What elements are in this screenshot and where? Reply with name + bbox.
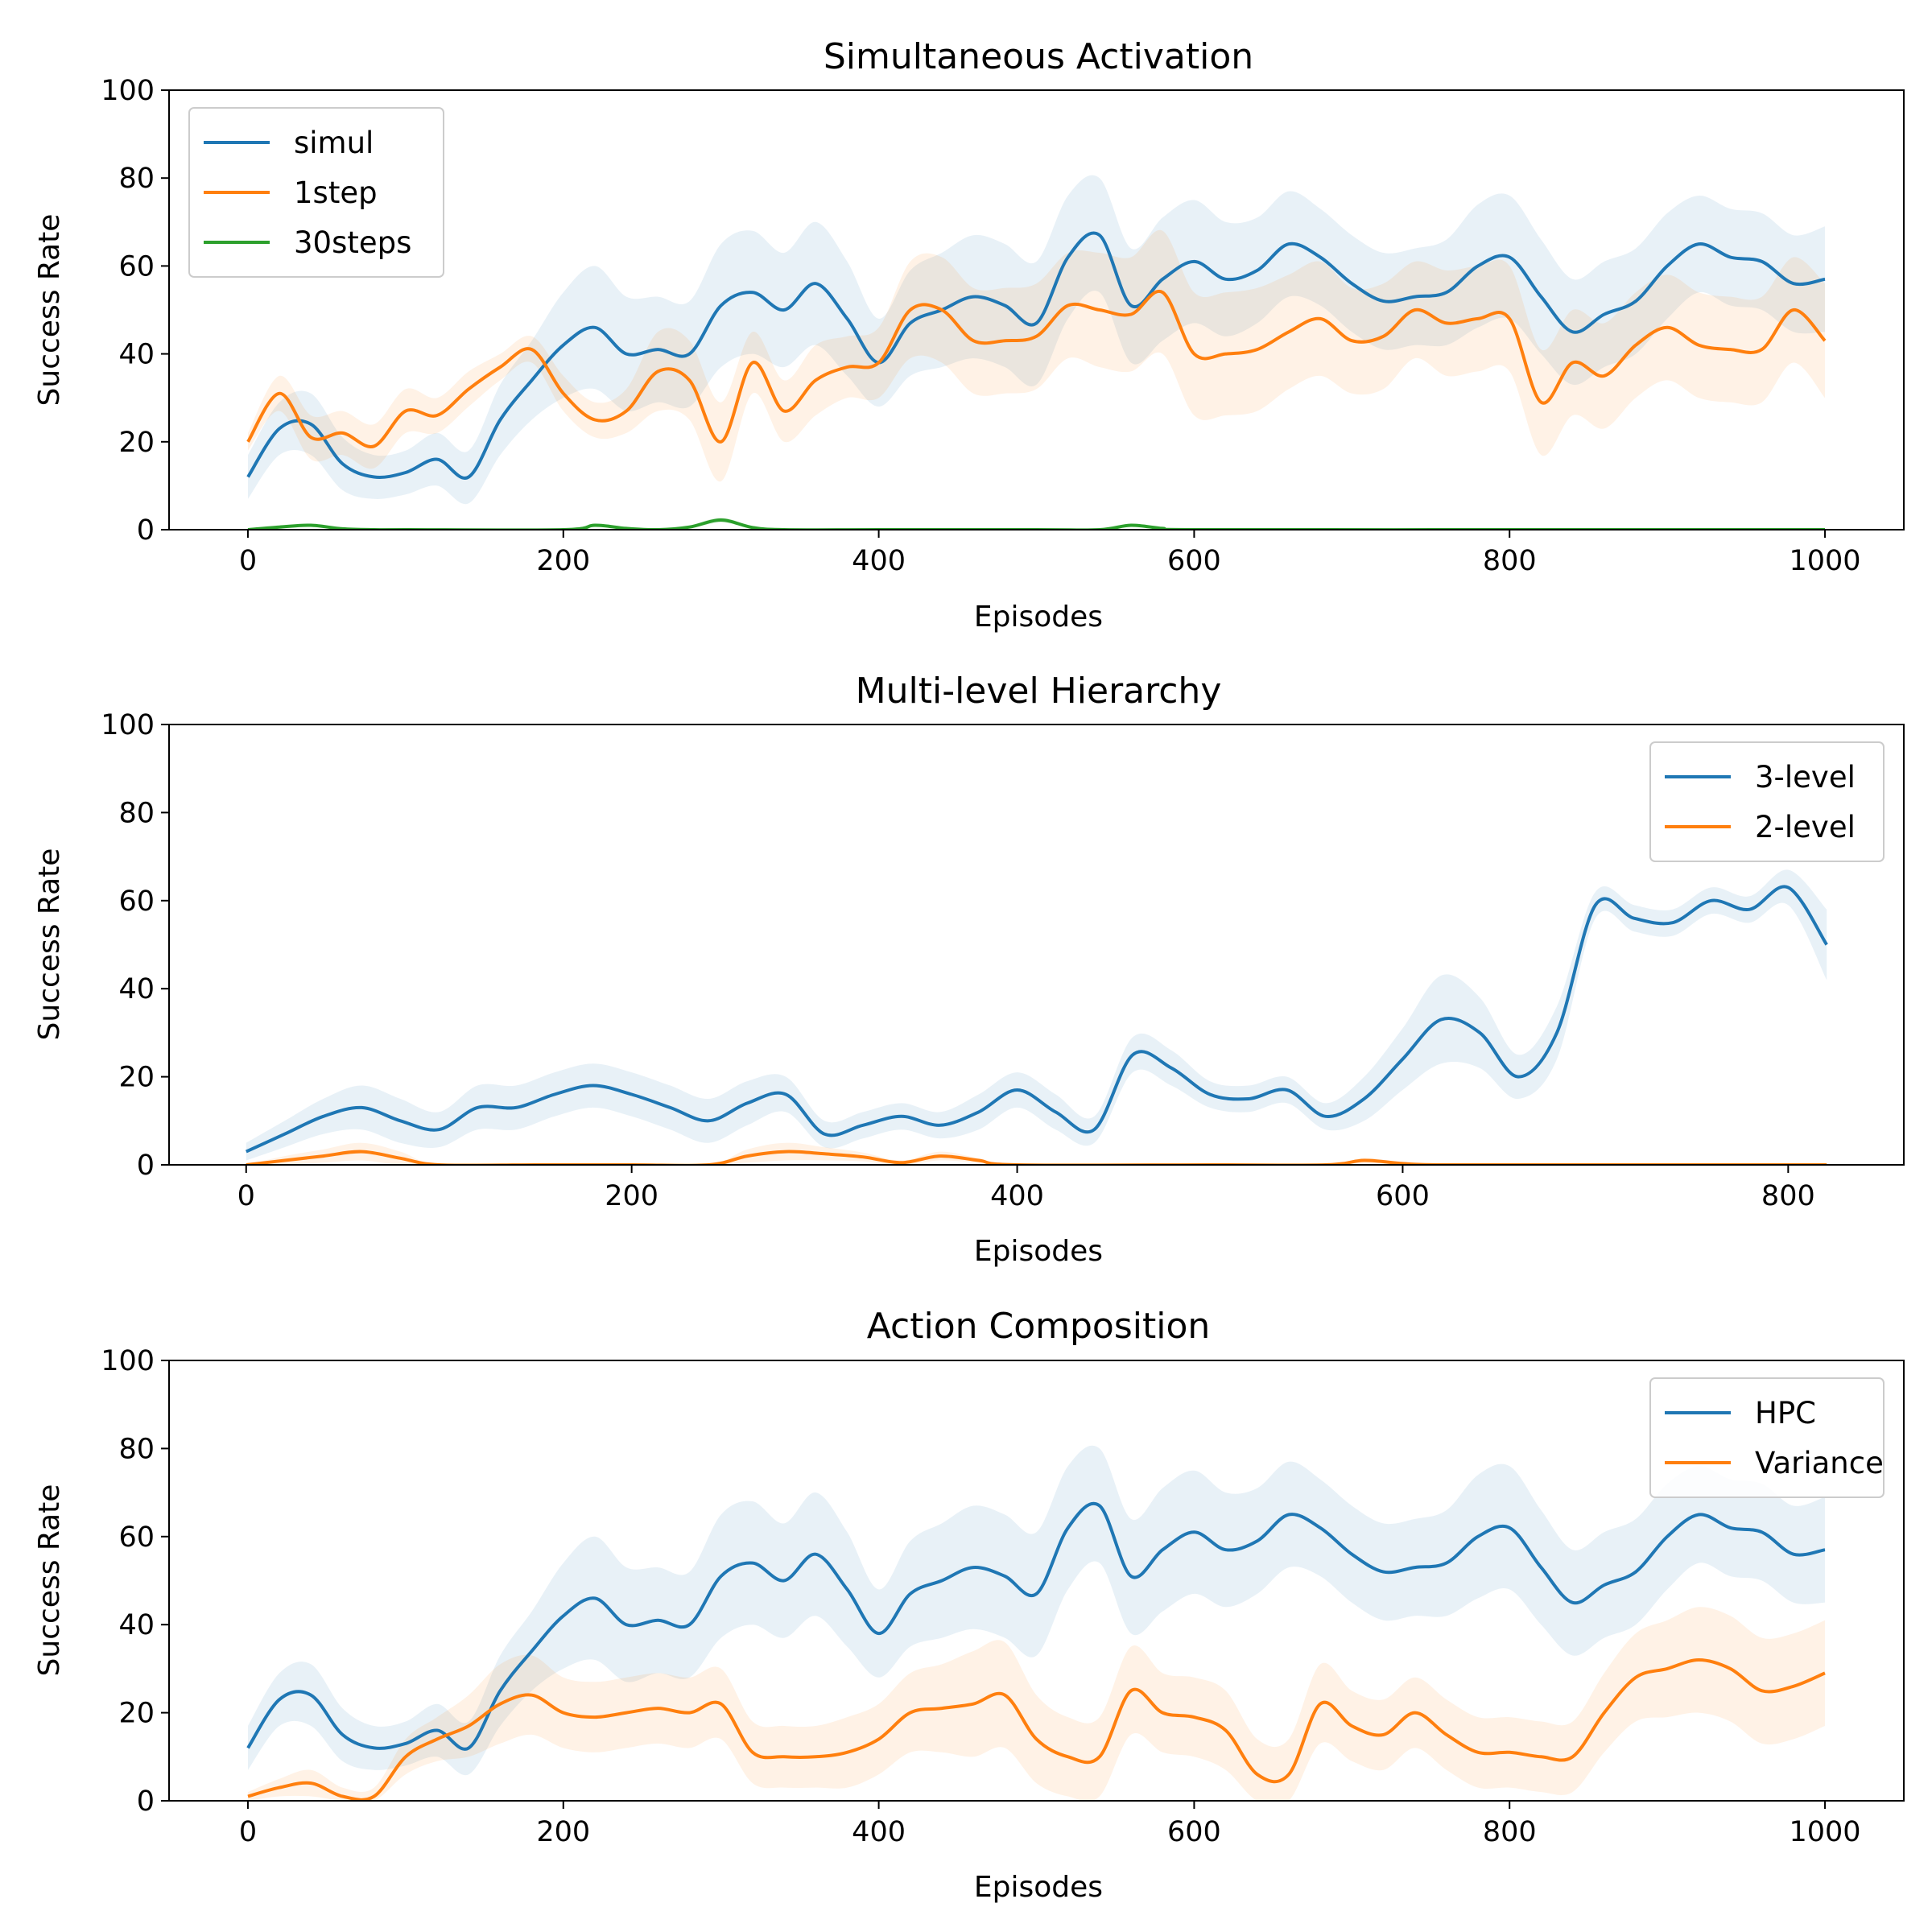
y-tick-label: 80 xyxy=(118,1433,155,1465)
y-axis-label: Success Rate xyxy=(33,214,66,407)
series-line-variance xyxy=(247,1658,1826,1801)
y-tick-label: 0 xyxy=(137,1785,155,1818)
y-tick-label: 40 xyxy=(118,973,155,1005)
y-tick-label: 80 xyxy=(118,797,155,829)
y-tick-label: 40 xyxy=(118,1609,155,1641)
band-2-level xyxy=(246,1142,1827,1165)
legend-label-variance: Variance xyxy=(1755,1446,1884,1480)
legend: HPC Variance xyxy=(1649,1377,1885,1498)
plot-area: 0 200 400 600 800 1000 0 20 40 60 80 100 HPC Variance xyxy=(101,1345,1905,1848)
legend-box xyxy=(188,107,444,278)
legend-label-hpc: HPC xyxy=(1755,1396,1816,1430)
x-tick-label: 800 xyxy=(1483,545,1537,577)
band-1step xyxy=(248,229,1825,482)
legend-box xyxy=(1649,741,1885,862)
x-tick-label: 400 xyxy=(990,1180,1044,1212)
axes-frame xyxy=(168,724,1905,1166)
x-tick-label: 200 xyxy=(536,545,590,577)
x-axis-label: Episodes xyxy=(974,1235,1103,1268)
y-tick-label: 60 xyxy=(118,1521,155,1554)
x-tick-label: 0 xyxy=(239,1816,257,1848)
band-hpc xyxy=(248,1445,1825,1776)
panel-simultaneous-activation: Simultaneous Activation Episodes Success… xyxy=(33,36,1905,634)
band-simul xyxy=(248,175,1825,505)
y-tick-label: 20 xyxy=(118,1698,155,1730)
y-tick-label: 80 xyxy=(118,163,155,195)
series-line-simul xyxy=(246,231,1826,480)
legend-label-2-level: 2-level xyxy=(1755,810,1856,844)
x-tick-label: 600 xyxy=(1376,1180,1430,1212)
series-layer xyxy=(245,869,1828,1165)
y-tick-label: 0 xyxy=(137,1150,155,1182)
x-tick-label: 800 xyxy=(1483,1816,1537,1848)
x-tick-label: 1000 xyxy=(1790,1816,1861,1848)
y-tick-label: 60 xyxy=(118,886,155,918)
x-tick-label: 600 xyxy=(1167,545,1221,577)
band-3-level xyxy=(246,869,1827,1161)
y-axis-label: Success Rate xyxy=(33,848,66,1041)
y-tick-label: 100 xyxy=(101,709,155,741)
x-tick-label: 1000 xyxy=(1790,545,1861,577)
plot-area: 0 200 400 600 800 1000 0 20 40 60 80 100 simul 1step 3… xyxy=(101,75,1905,577)
legend-label-simul: simul xyxy=(294,126,374,160)
y-tick-label: 40 xyxy=(118,339,155,371)
y-tick-label: 20 xyxy=(118,427,155,459)
x-axis-label: Episodes xyxy=(974,1871,1103,1904)
legend: 3-level 2-level xyxy=(1649,741,1885,862)
series-line-hpc xyxy=(246,1501,1826,1751)
x-tick-label: 200 xyxy=(536,1816,590,1848)
x-axis-label: Episodes xyxy=(974,601,1103,634)
legend-box xyxy=(1649,1377,1885,1498)
y-tick-label: 100 xyxy=(101,75,155,107)
axes-frame xyxy=(168,89,1905,530)
panel-multi-level-hierarchy: Multi-level Hierarchy Episodes Success R… xyxy=(33,671,1905,1268)
chart-title: Multi-level Hierarchy xyxy=(856,671,1222,712)
x-tick-label: 600 xyxy=(1167,1816,1221,1848)
legend: simul 1step 30steps xyxy=(188,107,444,278)
x-tick-label: 200 xyxy=(605,1180,658,1212)
series-line-2-level xyxy=(246,1150,1827,1165)
y-tick-label: 100 xyxy=(101,1345,155,1377)
panel-action-composition: Action Composition Episodes Success Rate… xyxy=(33,1306,1905,1904)
series-layer xyxy=(246,175,1827,530)
series-layer xyxy=(246,1445,1826,1801)
y-tick-label: 0 xyxy=(137,514,155,547)
chart-title: Action Composition xyxy=(867,1306,1211,1347)
series-line-30steps xyxy=(247,518,1825,530)
series-line-1step xyxy=(246,289,1827,448)
plot-area: 0 200 400 600 800 0 20 40 60 80 100 3-level 2-level xyxy=(101,709,1905,1212)
x-tick-label: 0 xyxy=(239,545,257,577)
chart-title: Simultaneous Activation xyxy=(824,36,1253,77)
band-variance xyxy=(248,1607,1825,1801)
y-tick-label: 60 xyxy=(118,250,155,283)
x-tick-label: 0 xyxy=(237,1180,255,1212)
axes-frame xyxy=(168,1360,1905,1802)
x-tick-label: 800 xyxy=(1761,1180,1815,1212)
legend-label-30steps: 30steps xyxy=(294,225,411,260)
x-tick-label: 400 xyxy=(852,545,906,577)
legend-label-1step: 1step xyxy=(294,175,378,210)
legend-label-3-level: 3-level xyxy=(1755,760,1856,795)
y-tick-label: 20 xyxy=(118,1062,155,1094)
series-line-3-level xyxy=(245,885,1828,1154)
y-axis-label: Success Rate xyxy=(33,1484,66,1677)
x-tick-label: 400 xyxy=(852,1816,906,1848)
